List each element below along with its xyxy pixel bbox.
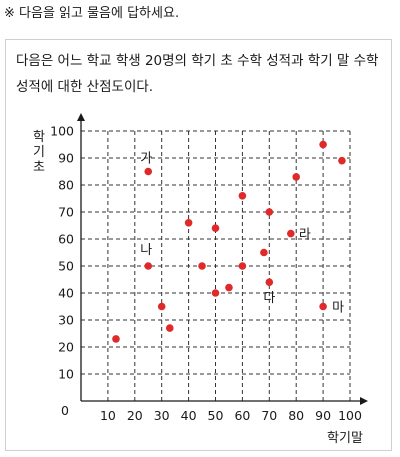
passage-text: 다음은 어느 학교 학생 20명의 학기 초 수학 성적과 학기 말 수학 성적… bbox=[16, 53, 379, 95]
y-axis-arrow bbox=[77, 113, 85, 121]
data-point bbox=[238, 262, 247, 270]
x-tick-label: 20 bbox=[127, 408, 143, 423]
x-tick-label: 60 bbox=[234, 408, 250, 423]
y-tick-label: 60 bbox=[58, 232, 74, 247]
axes bbox=[77, 113, 368, 405]
data-point bbox=[112, 335, 120, 343]
instruction-text: ※ 다음을 읽고 물음에 답하세요. bbox=[4, 6, 180, 21]
data-point bbox=[338, 156, 346, 165]
x-tick-label: 80 bbox=[288, 408, 304, 423]
point-label: 마 bbox=[332, 301, 344, 316]
x-tick-label: 100 bbox=[338, 408, 362, 423]
data-point bbox=[144, 167, 153, 176]
x-tick-label: 70 bbox=[261, 408, 277, 423]
y-tick-label: 80 bbox=[58, 178, 74, 193]
data-point bbox=[211, 224, 220, 232]
y-tick-label: 50 bbox=[58, 259, 74, 274]
y-tick-label: 30 bbox=[58, 313, 74, 328]
data-point bbox=[225, 283, 233, 292]
x-tick-label: 40 bbox=[181, 408, 197, 423]
data-point bbox=[287, 229, 295, 238]
x-tick-label: 30 bbox=[154, 408, 170, 423]
data-point bbox=[198, 262, 206, 270]
x-tick-label: 90 bbox=[315, 408, 331, 423]
tick-labels: 10 20 30 40 50 60 70 80 90 100 10 20 30 40 50 60 70 80 90 1… bbox=[50, 124, 362, 424]
y-tick-label: 90 bbox=[58, 151, 74, 166]
x-tick-label: 10 bbox=[100, 408, 116, 423]
data-point bbox=[211, 289, 220, 297]
y-tick-label: 70 bbox=[58, 205, 74, 220]
data-point bbox=[319, 302, 327, 311]
data-point bbox=[157, 302, 166, 311]
point-label: 다 bbox=[263, 291, 275, 306]
y-tick-label: 40 bbox=[58, 286, 74, 301]
y-tick-label: 10 bbox=[58, 367, 74, 382]
data-point bbox=[319, 140, 327, 149]
point-label: 나 bbox=[140, 243, 152, 258]
data-point bbox=[238, 192, 247, 200]
question-box: 다음은 어느 학교 학생 20명의 학기 초 수학 성적과 학기 말 수학 성적… bbox=[5, 39, 392, 451]
data-point bbox=[292, 173, 301, 181]
grid bbox=[81, 130, 351, 401]
point-label: 라 bbox=[299, 228, 311, 243]
y-tick-label: 20 bbox=[58, 340, 74, 355]
data-point bbox=[184, 219, 193, 227]
x-axis-arrow bbox=[360, 397, 368, 405]
point-label: 가 bbox=[140, 152, 152, 167]
data-point bbox=[265, 278, 274, 287]
axis-titles: 학기말 학 기 초 bbox=[33, 130, 363, 446]
data-point bbox=[144, 262, 153, 270]
data-point bbox=[165, 324, 174, 332]
x-axis-title: 학기말 bbox=[327, 431, 363, 446]
x-tick-label: 50 bbox=[208, 408, 224, 423]
origin-label: 0 bbox=[61, 403, 69, 418]
data-point bbox=[260, 248, 268, 257]
data-points: 가나다 라마 bbox=[112, 140, 346, 343]
data-point bbox=[265, 208, 274, 216]
y-tick-label: 100 bbox=[50, 124, 74, 139]
